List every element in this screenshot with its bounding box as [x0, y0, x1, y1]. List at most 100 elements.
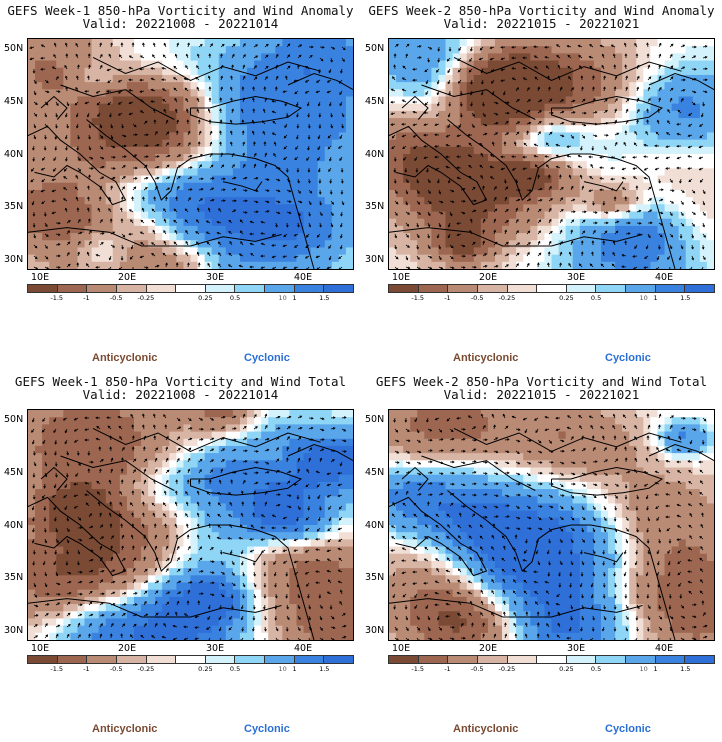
- colorbar-tick-label: 0.5: [590, 665, 602, 673]
- lat-label: 35N: [4, 572, 24, 583]
- colorbar-tick-label: -1.5: [50, 665, 64, 673]
- coastline: [190, 466, 303, 496]
- colorbar-swatch: [176, 285, 206, 292]
- colorbar-swatch: [235, 656, 266, 663]
- anticyclonic-label: Anticyclonic: [453, 723, 519, 735]
- colorbar-tick-label: -1.5: [50, 294, 64, 302]
- colorbar-swatch: [294, 656, 325, 663]
- colorbar-swatch: [116, 285, 147, 292]
- lat-label: 40N: [4, 149, 24, 160]
- lon-label: 20E: [479, 272, 498, 283]
- lat-label: 40N: [4, 520, 24, 531]
- colorbar-swatch: [205, 656, 236, 663]
- colorbar-swatch: [626, 656, 656, 663]
- coastline: [190, 95, 303, 125]
- colorbar-swatch: [655, 656, 686, 663]
- colorbar-tick-label: -0.25: [137, 665, 155, 673]
- valid-dates: Valid: 20221015 - 20221021: [443, 16, 640, 31]
- colorbar-tick-label: -0.5: [470, 665, 484, 673]
- colorbar-swatch: [626, 285, 656, 292]
- colorbar-swatch: [566, 656, 597, 663]
- coastline: [287, 72, 353, 91]
- colorbar-swatch: [265, 285, 295, 292]
- colorbar-labels: -1.5 -1 -0.5 -0.25 0.25 0.5 1 1.5 10: [27, 294, 354, 304]
- lon-label: 40E: [294, 643, 313, 654]
- colorbar-swatch: [265, 656, 295, 663]
- coastline: [28, 598, 282, 618]
- colorbar-tick-label: 1.5: [319, 665, 330, 673]
- colorbar-tick-label: -1: [444, 294, 451, 302]
- colorbar-labels: -1.5 -1 -0.5 -0.25 0.25 0.5 1 1.5 10: [27, 665, 354, 675]
- wind-vectors: [390, 42, 708, 269]
- coastline: [40, 95, 68, 120]
- coastline: [453, 427, 682, 452]
- colorbar-swatch: [146, 285, 177, 292]
- colorbar-multiplier: 10: [639, 665, 648, 673]
- colorbar-tick-label: 1: [292, 294, 297, 302]
- colorbar-swatch: [418, 656, 449, 663]
- colorbar-swatch: [324, 656, 354, 663]
- colorbar-swatch: [596, 285, 627, 292]
- coastline: [60, 455, 175, 491]
- colorbar-tick-label: -0.25: [498, 294, 516, 302]
- coastline: [28, 125, 127, 206]
- colorbar-swatch: [57, 285, 88, 292]
- cyclonic-label: Cyclonic: [244, 352, 290, 364]
- colorbar-tick-label: -0.5: [109, 294, 123, 302]
- colorbar-tick-label: -1: [83, 294, 90, 302]
- colorbar-swatch: [205, 285, 236, 292]
- lon-label: 10E: [31, 643, 50, 654]
- panel-title: GEFS Week-1 850-hPa Vorticity and Wind A…: [7, 3, 354, 18]
- cyclonic-label: Cyclonic: [244, 723, 290, 735]
- colorbar-swatch: [537, 285, 567, 292]
- wind-vectors: [31, 413, 347, 640]
- lat-label: 30N: [4, 625, 24, 636]
- colorbar-swatch: [537, 656, 567, 663]
- colorbar-swatch: [477, 285, 508, 292]
- vorticity-shading: [389, 39, 714, 269]
- colorbar-tick-label: -1: [444, 665, 451, 673]
- colorbar: [27, 655, 354, 664]
- colorbar-tick-label: 1.5: [680, 294, 691, 302]
- valid-dates: Valid: 20221008 - 20221014: [82, 16, 279, 31]
- colorbar-multiplier: 10: [639, 294, 648, 302]
- colorbar-swatch: [294, 285, 325, 292]
- lon-label: 20E: [118, 643, 137, 654]
- coastline: [92, 427, 321, 452]
- colorbar-tick-label: 1: [292, 665, 297, 673]
- cyclonic-label: Cyclonic: [605, 723, 651, 735]
- coastline: [389, 496, 488, 577]
- coastline: [28, 227, 282, 247]
- colorbar-tick-label: -1.5: [411, 294, 425, 302]
- colorbar-swatch: [87, 656, 117, 663]
- coastline: [447, 119, 676, 269]
- coastline: [648, 72, 714, 91]
- vorticity-map: [388, 409, 715, 641]
- colorbar-swatch: [448, 656, 478, 663]
- wind-vectors: [390, 413, 708, 640]
- lon-label: 30E: [206, 643, 225, 654]
- lat-label: 40N: [365, 149, 385, 160]
- colorbar-swatch: [324, 285, 354, 292]
- colorbar-swatch: [685, 285, 715, 292]
- lon-label: 20E: [118, 272, 137, 283]
- panel-title: GEFS Week-1 850-hPa Vorticity and Wind T…: [14, 374, 347, 389]
- colorbar-swatch: [146, 656, 177, 663]
- valid-dates: Valid: 20221015 - 20221021: [443, 387, 640, 402]
- coastline: [389, 227, 643, 247]
- colorbar-tick-label: 0.5: [229, 294, 241, 302]
- vorticity-shading: [28, 39, 353, 269]
- colorbar-tick-label: -0.5: [470, 294, 484, 302]
- lat-label: 35N: [4, 201, 24, 212]
- lat-label: 30N: [4, 254, 24, 265]
- colorbar-tick-label: -0.25: [498, 665, 516, 673]
- cyclonic-label: Cyclonic: [605, 352, 651, 364]
- lat-label: 40N: [365, 520, 385, 531]
- lat-label: 45N: [4, 467, 24, 478]
- colorbar-tick-label: 1: [653, 294, 658, 302]
- lat-label: 45N: [365, 96, 385, 107]
- colorbar-swatch: [655, 285, 686, 292]
- lat-label: 50N: [4, 43, 24, 54]
- lon-label: 20E: [479, 643, 498, 654]
- colorbar-tick-label: -1.5: [411, 665, 425, 673]
